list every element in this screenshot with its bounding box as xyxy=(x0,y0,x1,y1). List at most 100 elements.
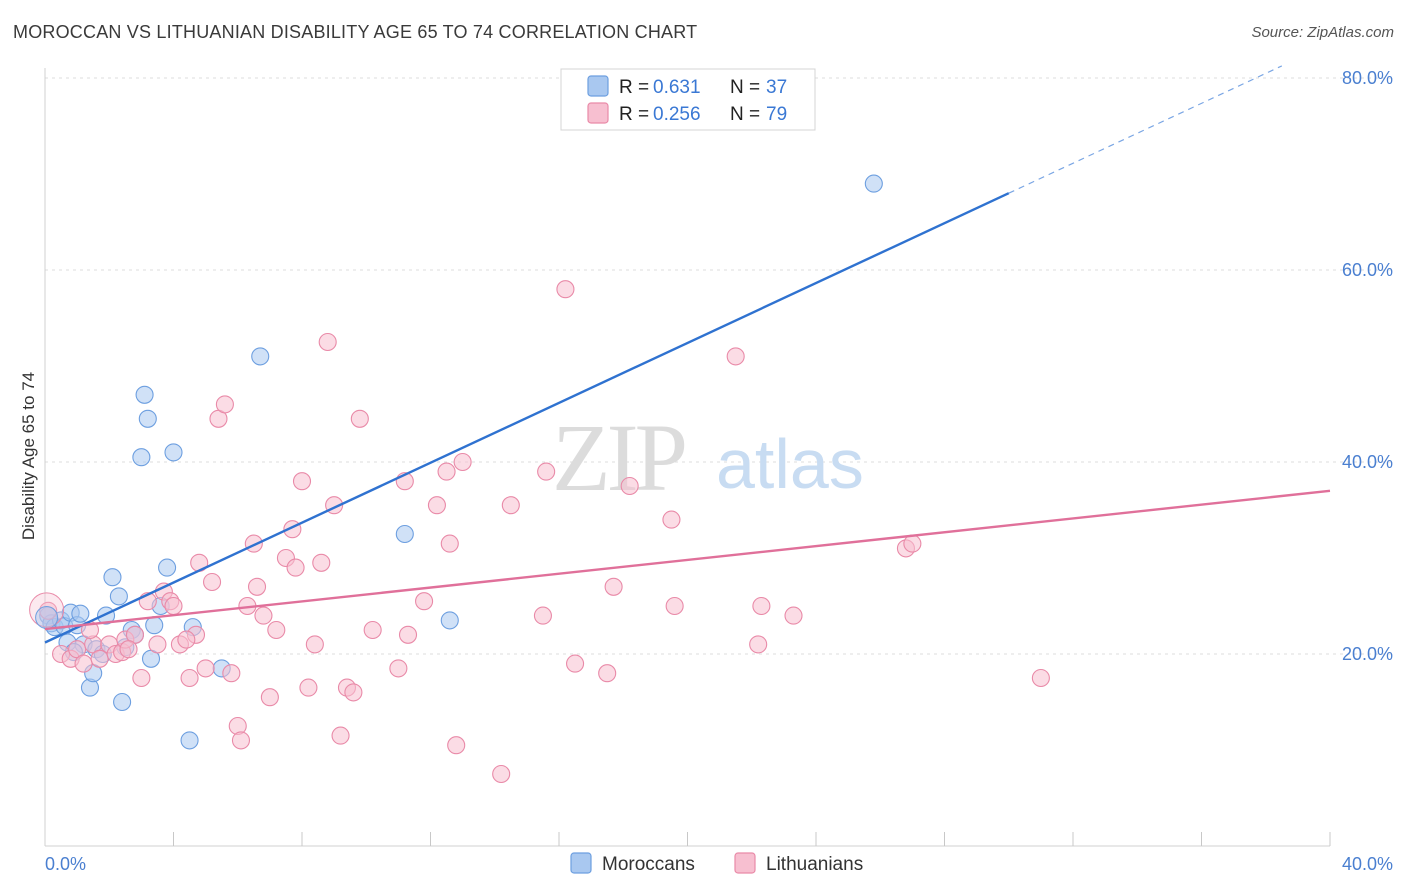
point-lithuanians xyxy=(389,659,408,678)
chart-title: MOROCCAN VS LITHUANIAN DISABILITY AGE 65… xyxy=(13,22,698,42)
legend: R = 0.631 N = 37 R = 0.256 N = 79 xyxy=(560,68,816,131)
point-lithuanians xyxy=(903,534,922,553)
point-moroccans xyxy=(71,604,90,623)
point-moroccans xyxy=(251,347,270,366)
legend-n-label: N = xyxy=(730,104,760,125)
source-credit: Source: ZipAtlas.com xyxy=(1251,24,1394,41)
point-moroccans xyxy=(180,731,199,750)
y-axis-label: Disability Age 65 to 74 xyxy=(19,372,38,540)
y-tick-label: 40.0% xyxy=(1342,452,1393,472)
point-lithuanians xyxy=(299,678,318,697)
data-points xyxy=(29,174,1050,784)
point-moroccans xyxy=(109,587,128,606)
point-lithuanians xyxy=(203,572,222,592)
trend-lines xyxy=(44,65,1331,644)
point-lithuanians xyxy=(119,640,138,659)
legend-r-label: R = xyxy=(619,104,649,125)
point-lithuanians xyxy=(1031,668,1050,688)
point-lithuanians xyxy=(180,668,199,688)
x-tick-labels: 0.0% 40.0% xyxy=(45,854,1393,874)
point-lithuanians xyxy=(350,409,369,428)
point-lithuanians xyxy=(566,654,585,673)
y-tick-label: 20.0% xyxy=(1342,644,1393,664)
point-lithuanians xyxy=(604,577,623,596)
gridlines xyxy=(45,77,1392,655)
point-lithuanians xyxy=(415,592,434,611)
point-moroccans xyxy=(395,524,414,544)
point-moroccans xyxy=(138,409,157,428)
x-tick-label: 0.0% xyxy=(45,854,86,874)
point-lithuanians xyxy=(501,496,520,515)
point-lithuanians xyxy=(222,664,241,683)
legend-swatch-moroccans xyxy=(587,75,609,97)
point-lithuanians xyxy=(247,577,267,596)
point-moroccans xyxy=(158,558,177,577)
legend-n-value: 37 xyxy=(766,77,787,98)
point-lithuanians xyxy=(148,635,167,654)
point-moroccans xyxy=(113,692,132,712)
bottom-legend-swatch-moroccans xyxy=(570,852,592,874)
point-lithuanians xyxy=(344,683,363,702)
y-tick-labels: 20.0% 40.0% 60.0% 80.0% xyxy=(1342,68,1393,664)
point-moroccans xyxy=(103,568,122,587)
x-tick-label: 40.0% xyxy=(1342,854,1393,874)
watermark-atlas: atlas xyxy=(716,425,864,503)
point-lithuanians xyxy=(665,596,684,616)
point-lithuanians xyxy=(215,395,234,414)
trend-line-lithuanians xyxy=(44,489,1331,631)
point-lithuanians xyxy=(598,664,617,683)
legend-r-label: R = xyxy=(619,77,649,98)
point-lithuanians xyxy=(398,625,418,644)
point-lithuanians xyxy=(196,659,215,678)
point-lithuanians xyxy=(164,596,183,616)
y-tick-label: 60.0% xyxy=(1342,260,1393,280)
point-lithuanians xyxy=(132,668,151,688)
point-lithuanians xyxy=(662,510,681,529)
point-moroccans xyxy=(35,606,59,630)
point-lithuanians xyxy=(427,496,446,515)
point-moroccans xyxy=(164,443,183,462)
point-lithuanians xyxy=(90,649,109,668)
point-lithuanians xyxy=(556,280,575,299)
point-lithuanians xyxy=(784,606,803,625)
point-lithuanians xyxy=(29,592,65,628)
point-lithuanians xyxy=(752,596,771,616)
point-moroccans xyxy=(135,385,154,404)
point-lithuanians xyxy=(492,764,511,784)
point-lithuanians xyxy=(254,606,273,625)
point-lithuanians xyxy=(231,731,251,750)
bottom-legend: Moroccans Lithuanians xyxy=(570,852,863,875)
trend-line-moroccans xyxy=(44,192,1010,644)
legend-swatch-lithuanians xyxy=(587,102,609,124)
point-lithuanians xyxy=(453,452,472,472)
point-lithuanians xyxy=(749,635,768,654)
point-lithuanians xyxy=(331,726,350,745)
point-moroccans xyxy=(145,616,164,635)
point-moroccans xyxy=(440,611,459,630)
point-lithuanians xyxy=(305,635,324,654)
point-lithuanians xyxy=(620,476,639,496)
point-lithuanians xyxy=(312,553,331,572)
legend-r-value: 0.256 xyxy=(653,104,701,125)
legend-n-label: N = xyxy=(730,77,760,98)
y-tick-label: 80.0% xyxy=(1342,68,1393,88)
point-lithuanians xyxy=(533,606,552,625)
point-lithuanians xyxy=(363,620,382,640)
point-lithuanians xyxy=(74,654,93,673)
point-lithuanians xyxy=(726,347,745,366)
point-lithuanians xyxy=(267,620,286,640)
point-moroccans xyxy=(864,174,883,193)
point-lithuanians xyxy=(447,736,466,755)
point-lithuanians xyxy=(260,688,279,707)
watermark: ZIP atlas xyxy=(552,404,864,511)
bottom-legend-label-moroccans: Moroccans xyxy=(602,854,695,875)
watermark-zip: ZIP xyxy=(552,404,685,511)
legend-r-value: 0.631 xyxy=(653,77,701,98)
point-lithuanians xyxy=(440,534,459,553)
trend-line-moroccans-extension xyxy=(1008,65,1283,194)
point-moroccans xyxy=(132,448,151,467)
bottom-legend-label-lithuanians: Lithuanians xyxy=(766,854,863,875)
point-lithuanians xyxy=(437,462,456,481)
point-lithuanians xyxy=(537,462,556,481)
